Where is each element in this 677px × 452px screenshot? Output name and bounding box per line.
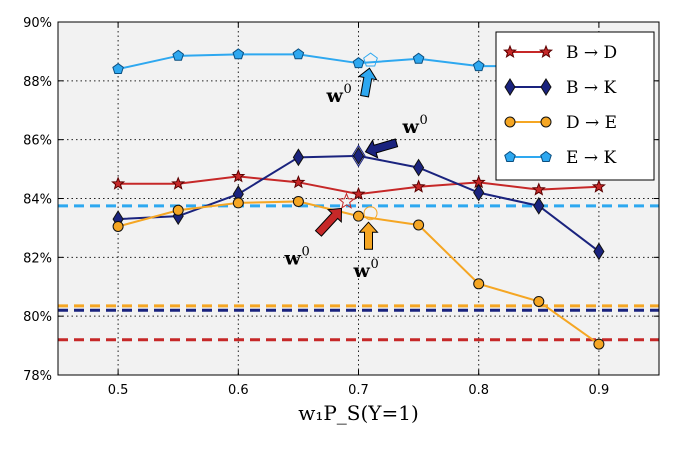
legend-marker (504, 150, 516, 162)
highlight-point (351, 144, 366, 168)
data-point (593, 338, 605, 350)
data-point (353, 210, 364, 222)
data-point (591, 179, 606, 193)
highlight-point (363, 52, 378, 67)
legend: B → D B → K D → E E → K (495, 31, 655, 181)
data-point (472, 60, 485, 72)
annotation-label: w (283, 247, 301, 269)
annotation-arrow (358, 221, 379, 250)
annotation-label: w (353, 260, 371, 282)
data-point (593, 242, 605, 261)
legend-box (495, 31, 655, 181)
legend-label: B → D (566, 43, 617, 63)
data-point (352, 57, 365, 69)
y-tick-label: 90% (23, 16, 52, 31)
x-tick-label: 0.5 (108, 383, 129, 398)
data-point (412, 52, 425, 64)
annotations: w 0w 0w 0w 0 (283, 67, 428, 282)
highlight-points (337, 52, 378, 221)
legend-marker (540, 78, 552, 96)
y-tick-label: 86% (23, 134, 52, 149)
annotation-label-sup: 0 (344, 82, 352, 97)
legend-item: B → D (502, 43, 617, 63)
y-tick-label: 82% (23, 251, 52, 266)
annotation-label-sup: 0 (420, 113, 428, 128)
data-point (413, 219, 425, 231)
data-point (111, 176, 126, 190)
highlight-point (337, 192, 356, 209)
data-point (292, 148, 304, 167)
data-point (171, 176, 186, 190)
x-axis-label: w₁P_S(Y=1) (298, 401, 419, 425)
data-point (231, 169, 246, 183)
legend-label: E → K (566, 148, 616, 168)
x-tick-label: 0.7 (348, 383, 369, 398)
legend-marker (540, 150, 552, 162)
data-point (531, 182, 546, 196)
data-point (411, 179, 426, 193)
data-point (351, 186, 366, 201)
data-point (292, 195, 304, 207)
data-point (232, 197, 244, 209)
data-point (473, 278, 485, 290)
annotation-label: w (326, 85, 344, 107)
series-0 (111, 169, 606, 201)
data-point (172, 204, 184, 216)
data-point (291, 174, 306, 189)
annotation-label: w (402, 116, 420, 138)
legend-label: B → K (566, 78, 617, 98)
series-layer (111, 48, 606, 350)
legend-marker (504, 116, 516, 128)
x-tick-label: 0.6 (228, 383, 249, 398)
data-point (533, 295, 545, 307)
data-point (112, 62, 124, 75)
data-point (292, 48, 305, 60)
annotation-arrow (357, 67, 378, 98)
x-axis-ticks: 0.5 0.6 0.7 0.8 0.9 (108, 22, 609, 398)
x-tick-label: 0.9 (589, 383, 610, 398)
data-point (533, 196, 545, 215)
annotation-arrow (314, 207, 343, 237)
data-point (352, 146, 365, 165)
legend-item: B → K (504, 78, 617, 98)
legend-marker (504, 78, 516, 96)
y-tick-label: 88% (23, 75, 52, 90)
legend-marker (540, 116, 552, 128)
y-axis-ticks: 78% 80% 82% 84% 86% 88% 90% (23, 16, 659, 384)
y-tick-label: 80% (23, 310, 52, 325)
y-tick-label: 78% (23, 369, 52, 384)
baseline-lines (58, 204, 659, 342)
data-point (413, 158, 425, 177)
y-tick-label: 84% (23, 193, 52, 208)
highlight-point (363, 206, 378, 221)
legend-marker (502, 44, 518, 58)
legend-item: D → E (504, 113, 617, 133)
legend-label: D → E (566, 113, 617, 133)
data-point (112, 220, 124, 232)
series-2 (112, 195, 605, 350)
legend-item: E → K (504, 148, 616, 168)
data-point (473, 183, 485, 202)
x-tick-label: 0.8 (468, 383, 489, 398)
annotation-label-sup: 0 (301, 244, 309, 259)
annotation-label-sup: 0 (371, 257, 379, 272)
legend-marker (538, 44, 554, 58)
data-point (172, 49, 185, 61)
annotation-arrow (364, 138, 399, 159)
data-point (232, 48, 245, 60)
